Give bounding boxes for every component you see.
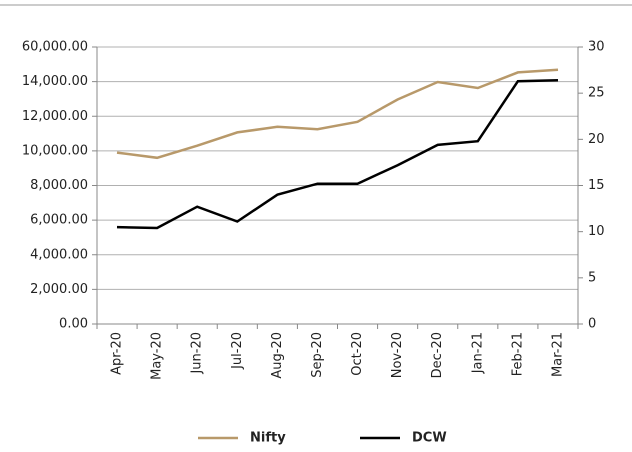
x-tick-label: Jan-21	[470, 332, 485, 374]
x-tick-label: Jun-20	[190, 332, 205, 375]
x-tick-label: Apr-20	[110, 332, 125, 375]
x-tick-label: Dec-20	[430, 332, 445, 378]
y2-tick-label: 25	[588, 86, 605, 101]
y-tick-label: 0.00	[59, 317, 88, 332]
y-tick-label: 8,000.00	[30, 178, 88, 193]
x-tick-label: Mar-21	[550, 332, 565, 377]
y2-tick-label: 30	[588, 40, 605, 55]
y-tick-label: 4,000.00	[30, 247, 88, 262]
x-tick-label: Sep-20	[310, 332, 325, 378]
legend-label: Nifty	[250, 431, 286, 446]
y-tick-label: 12,000.00	[22, 109, 88, 124]
y-tick-label: 10,000.00	[22, 143, 88, 158]
y-tick-label: 14,000.00	[22, 74, 88, 89]
y-tick-label: 2,000.00	[30, 282, 88, 297]
y2-tick-label: 10	[588, 224, 605, 239]
x-tick-label: Aug-20	[270, 332, 285, 379]
legend-label: DCW	[412, 431, 447, 446]
x-tick-label: Jul-20	[230, 332, 245, 370]
y2-tick-label: 15	[588, 178, 605, 193]
line-series	[116, 78, 559, 230]
y2-tick-label: 0	[588, 317, 596, 332]
x-tick-label: Feb-21	[510, 332, 525, 376]
y2-tick-label: 5	[588, 270, 596, 285]
y-tick-label: 6,000.00	[30, 213, 88, 228]
x-tick-label: Oct-20	[350, 332, 365, 376]
y2-tick-label: 20	[588, 132, 605, 147]
x-tick-label: Nov-20	[390, 332, 405, 378]
line-series	[116, 68, 559, 160]
y-tick-label: 60,000.00	[22, 40, 88, 55]
x-tick-label: May-20	[150, 332, 165, 380]
